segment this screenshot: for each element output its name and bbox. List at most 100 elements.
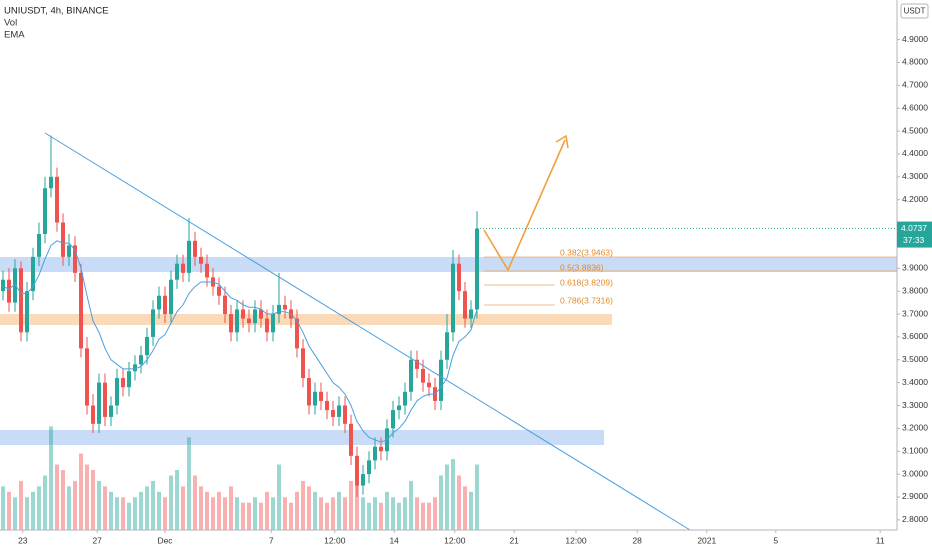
volume-bar (109, 491, 113, 530)
projection-path (483, 139, 566, 272)
candle-body (151, 309, 155, 337)
volume-bar (145, 486, 149, 530)
volume-bar (439, 475, 443, 530)
volume-bar (7, 491, 11, 530)
candle-body (205, 263, 209, 278)
volume-bar (217, 491, 221, 530)
volume-bar (31, 491, 35, 530)
volume-bar (451, 459, 455, 530)
candle-body (175, 263, 179, 280)
candle-body (451, 263, 455, 333)
volume-bar (271, 497, 275, 530)
volume-bar (229, 486, 233, 530)
volume-bar (19, 480, 23, 530)
volume-bar (337, 491, 341, 530)
price-axis-bg (897, 0, 932, 550)
x-tick-label: 27 (92, 535, 102, 545)
x-tick-label: 23 (18, 535, 28, 545)
candle-body (349, 423, 353, 456)
candle-body (409, 359, 413, 392)
candle-body (337, 405, 341, 417)
candle-body (373, 446, 377, 461)
x-tick-label: 11 (876, 535, 885, 545)
volume-bar (427, 502, 431, 530)
candle-body (157, 295, 161, 310)
candle-body (193, 240, 197, 257)
volume-bar (13, 497, 17, 530)
volume-bar (241, 502, 245, 530)
volume-bar (415, 497, 419, 530)
volume-bar (253, 497, 257, 530)
resistance-zone (0, 257, 897, 272)
candle-body (121, 378, 125, 388)
volume-bar (367, 502, 371, 530)
candle-body (31, 256, 35, 292)
volume-bar (445, 464, 449, 530)
candle-body (103, 382, 107, 417)
y-tick-label: 4.2000 (902, 194, 928, 204)
volume-bar (463, 486, 467, 530)
candle-body (181, 263, 185, 273)
candle-body (391, 410, 395, 429)
trend-line (44, 132, 691, 531)
volume-bar (151, 480, 155, 530)
legend: UNIUSDT, 4h, BINANCE Vol EMA (4, 6, 109, 41)
volume-bar (1, 486, 5, 530)
currency-label: USDT (904, 7, 926, 16)
volume-bar (265, 491, 269, 530)
y-tick-label: 3.9000 (902, 263, 928, 273)
fib-label: 0.5(3.8836) (560, 262, 604, 272)
x-tick-label: Dec (157, 535, 173, 545)
volume-bar (73, 480, 77, 530)
volume-bar (127, 502, 131, 530)
volume-bar (103, 486, 107, 530)
x-tick-label: 5 (773, 535, 778, 545)
volume-bar (181, 486, 185, 530)
candle-body (415, 359, 419, 369)
candle-body (79, 272, 83, 349)
volume-bar (67, 486, 71, 530)
currency-box[interactable] (900, 3, 929, 19)
candle-body (43, 188, 47, 234)
candle-body (223, 295, 227, 315)
candle-body (7, 279, 11, 303)
symbol-title: UNIUSDT, 4h, BINANCE (4, 6, 109, 17)
indicator-label: Vol (4, 18, 17, 29)
volume-bar (349, 480, 353, 530)
candle-body (235, 309, 239, 333)
volume-bar (211, 497, 215, 530)
x-tick-label: 2021 (697, 535, 716, 545)
last-price-badge (897, 221, 932, 248)
candle-body (355, 455, 359, 486)
y-tick-label: 4.3000 (902, 171, 928, 181)
volume-bar (97, 480, 101, 530)
candle-body (301, 348, 305, 379)
volume-bar (421, 502, 425, 530)
candle-body (139, 355, 143, 365)
candle-body (19, 268, 23, 333)
volume-bar (457, 475, 461, 530)
y-tick-label: 4.7000 (902, 80, 928, 90)
volume-bar (187, 437, 191, 530)
candle-body (163, 295, 167, 315)
candle-body (85, 348, 89, 406)
candle-body (145, 336, 149, 356)
candle-body (367, 460, 371, 475)
candle-body (379, 446, 383, 452)
candle-body (241, 309, 245, 319)
volume-bar (79, 453, 83, 530)
candle-body (97, 382, 101, 424)
y-tick-label: 3.0000 (902, 468, 928, 478)
fib-label: 0.618(3.8209) (560, 277, 613, 287)
candle-body (115, 378, 119, 406)
fib-levels: 0.382(3.9463) 0.5(3.8836) 0.618(3.8209) … (484, 247, 897, 306)
y-tick-label: 3.6000 (902, 331, 928, 341)
candle-body (271, 314, 275, 333)
volume-bar (37, 486, 41, 530)
volume-bar (355, 464, 359, 530)
projection-arrow (483, 134, 569, 272)
y-tick-label: 3.4000 (902, 377, 928, 387)
x-tick-label: 7 (269, 535, 274, 545)
y-tick-label: 2.9000 (902, 491, 928, 501)
